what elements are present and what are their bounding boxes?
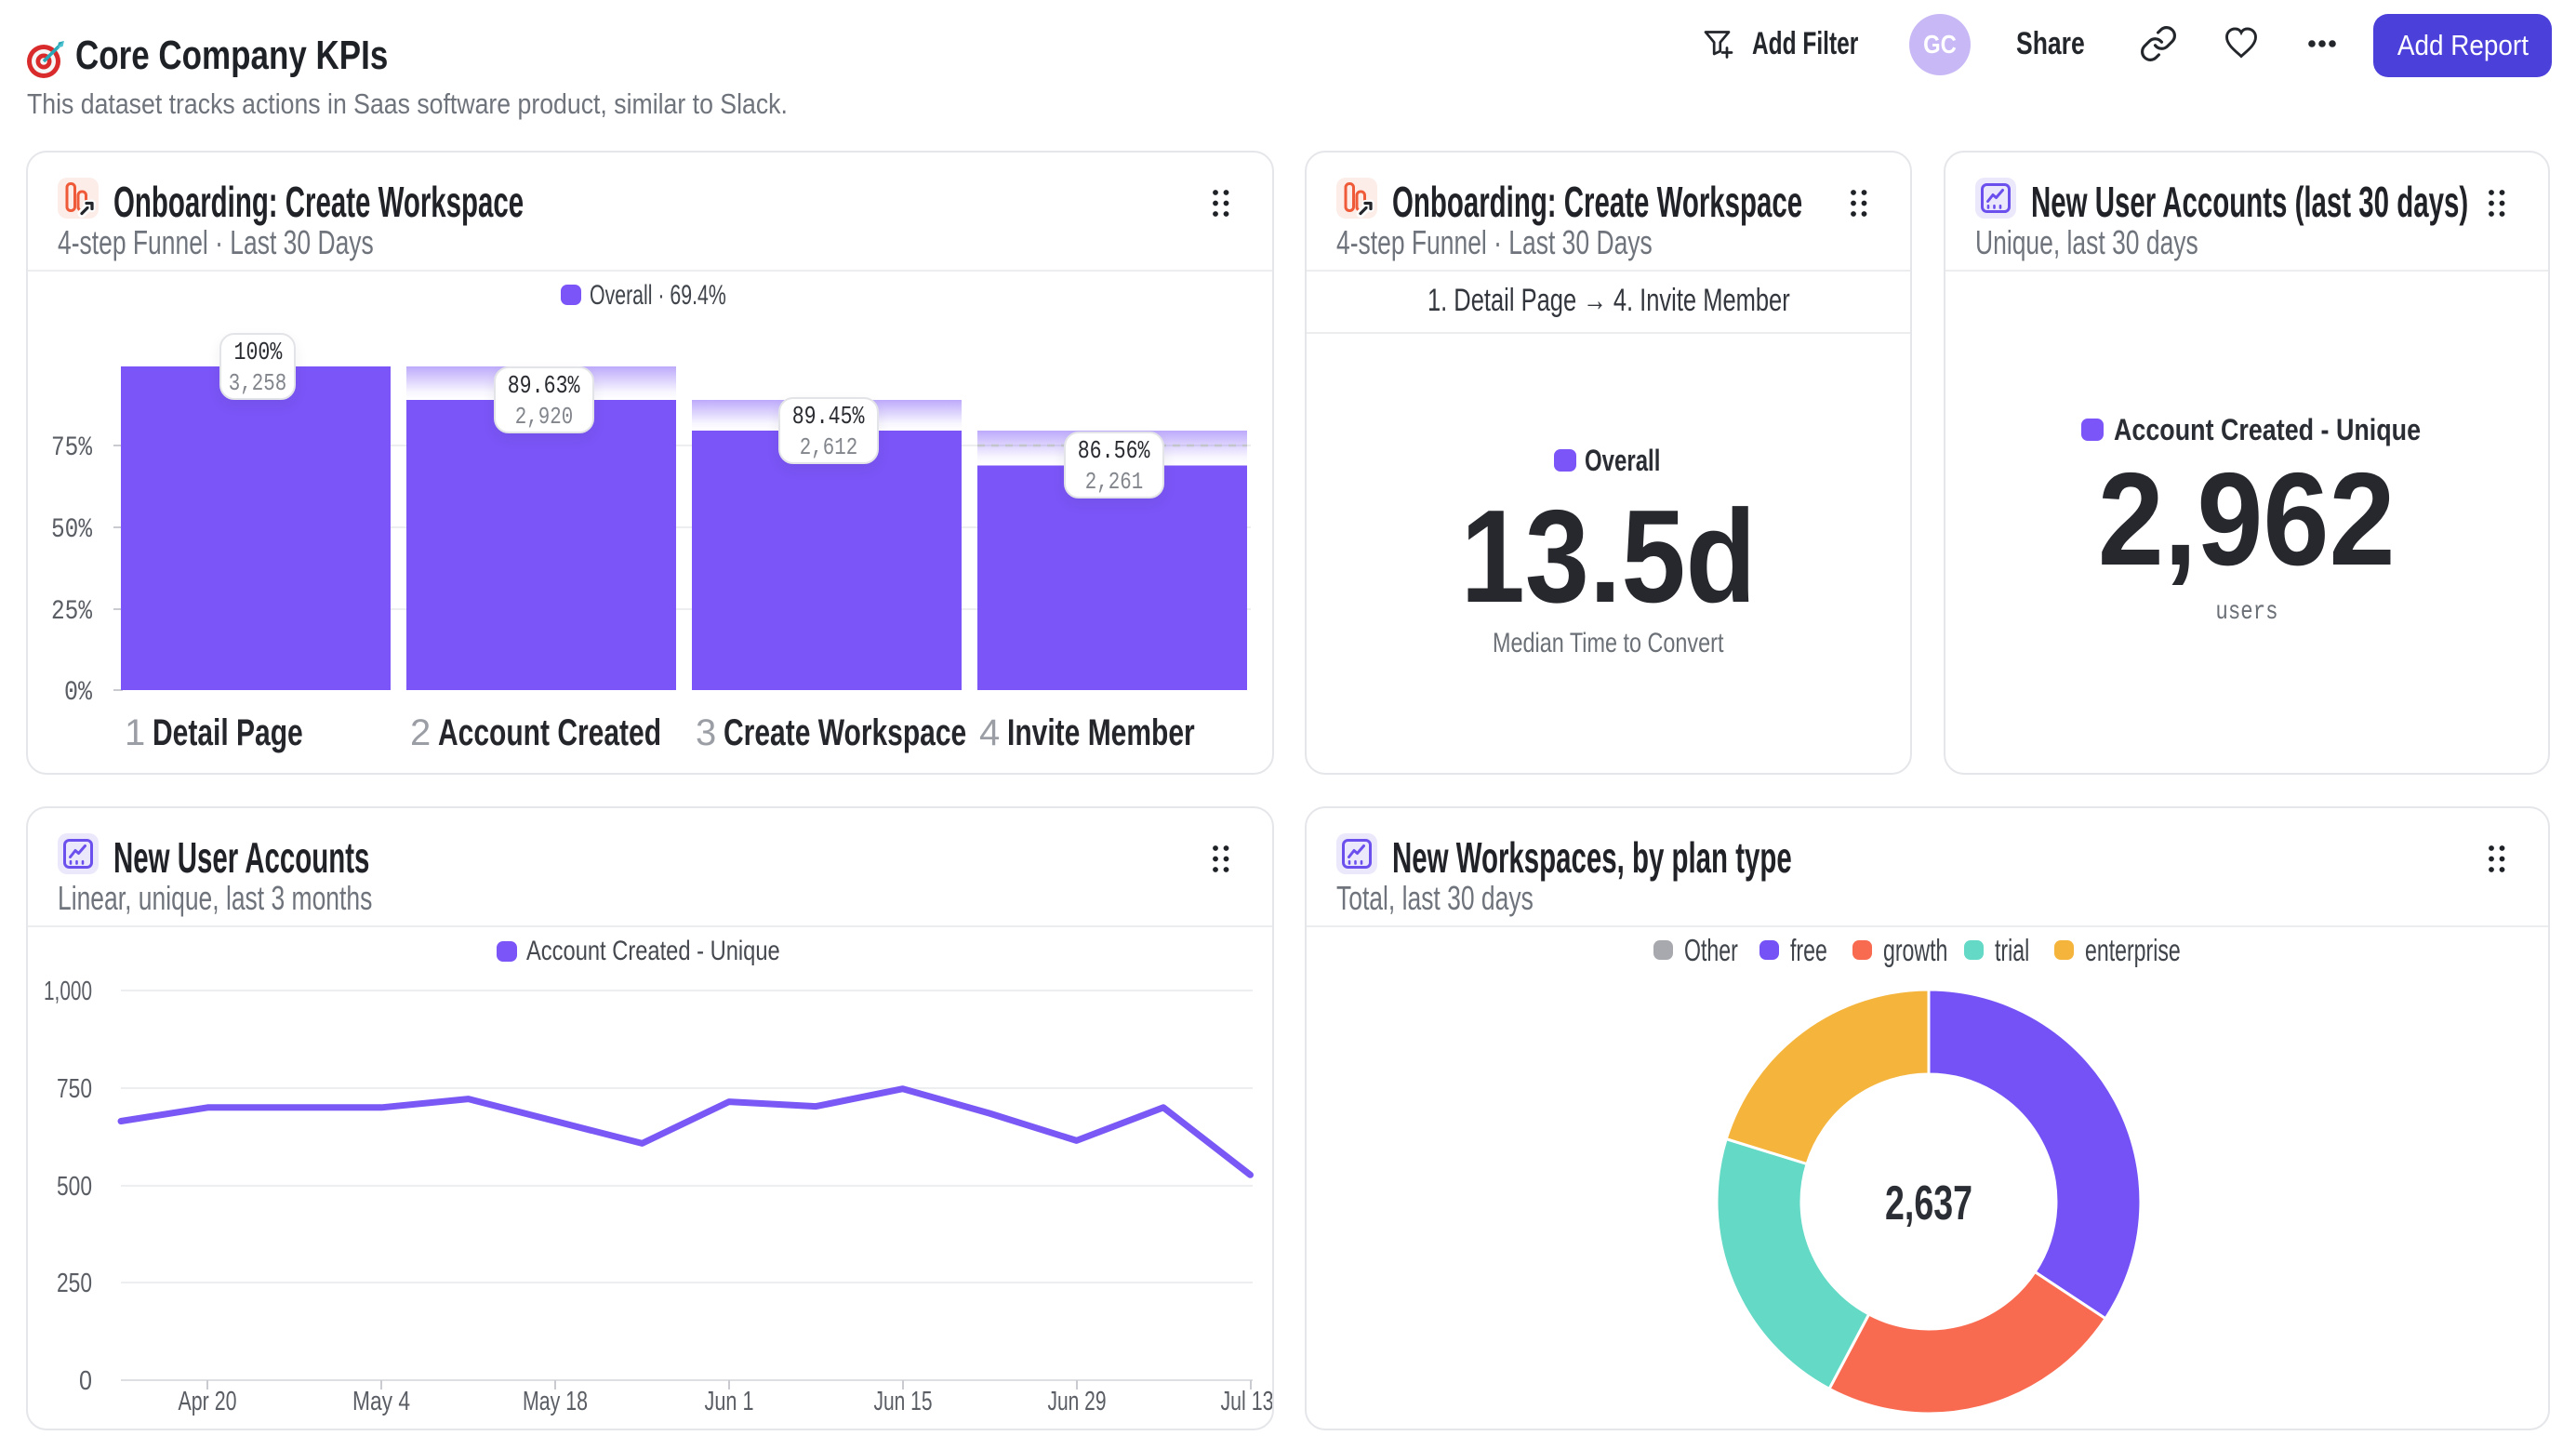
svg-text:750: 750 [57, 1074, 92, 1104]
svg-text:50%: 50% [51, 514, 93, 546]
svg-text:Jun 15: Jun 15 [874, 1387, 933, 1416]
svg-text:75%: 75% [51, 432, 93, 464]
svg-text:Jun 29: Jun 29 [1048, 1387, 1107, 1416]
svg-text:0%: 0% [64, 677, 93, 709]
svg-text:May 4: May 4 [352, 1387, 410, 1416]
svg-text:Jul 13: Jul 13 [1221, 1387, 1273, 1416]
svg-text:500: 500 [57, 1172, 92, 1202]
svg-text:1,000: 1,000 [44, 977, 92, 1006]
svg-text:25%: 25% [51, 596, 93, 628]
svg-text:Jun 1: Jun 1 [705, 1387, 754, 1416]
svg-text:0: 0 [79, 1366, 92, 1396]
svg-text:Apr 20: Apr 20 [179, 1387, 237, 1416]
svg-text:2,637: 2,637 [1885, 1176, 1972, 1230]
svg-text:250: 250 [57, 1269, 92, 1298]
svg-text:May 18: May 18 [523, 1387, 588, 1416]
